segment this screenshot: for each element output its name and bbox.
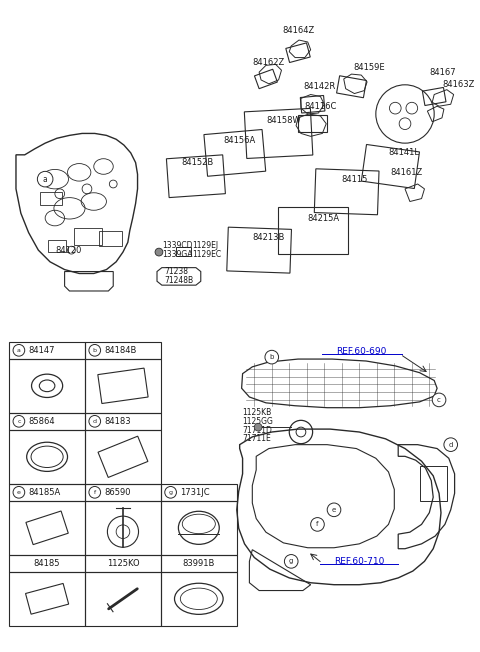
Text: b: b (93, 348, 97, 353)
Text: 84120: 84120 (55, 246, 81, 255)
Circle shape (89, 344, 101, 356)
Bar (85, 359, 161, 413)
Bar (85, 484, 161, 501)
Text: 84159E: 84159E (353, 63, 385, 72)
Text: REF.60-710: REF.60-710 (334, 557, 384, 566)
Bar (9, 501, 85, 555)
Text: 1125GG: 1125GG (242, 417, 274, 426)
Bar (161, 572, 237, 625)
Bar (85, 555, 161, 572)
Bar (177, 247, 191, 256)
Circle shape (89, 486, 101, 498)
Bar (85, 413, 161, 430)
Circle shape (327, 503, 341, 516)
Text: 84215A: 84215A (308, 214, 340, 222)
Circle shape (37, 171, 53, 187)
Text: 84185A: 84185A (29, 488, 61, 497)
Bar (85, 501, 161, 555)
Text: 84156A: 84156A (223, 136, 255, 145)
Text: 84115: 84115 (342, 175, 368, 184)
Bar (9, 572, 85, 625)
Circle shape (285, 555, 298, 568)
Text: 86590: 86590 (105, 488, 131, 497)
Text: 84161Z: 84161Z (390, 168, 423, 177)
Text: g: g (289, 558, 293, 565)
Bar (48, 241, 66, 252)
Circle shape (13, 415, 25, 427)
Text: 71238: 71238 (165, 267, 189, 276)
Circle shape (13, 344, 25, 356)
Text: 84116C: 84116C (305, 102, 337, 111)
Bar (9, 484, 85, 501)
Text: a: a (43, 175, 48, 184)
Text: e: e (332, 507, 336, 513)
Bar (85, 342, 161, 359)
Text: c: c (437, 397, 441, 403)
Bar (161, 484, 237, 501)
Circle shape (165, 486, 177, 498)
Text: g: g (168, 490, 173, 495)
Circle shape (311, 518, 324, 531)
Text: 1731JC: 1731JC (180, 488, 210, 497)
Text: e: e (17, 490, 21, 495)
Text: 84142R: 84142R (303, 82, 335, 91)
Text: REF.60-690: REF.60-690 (336, 347, 386, 356)
Circle shape (444, 438, 457, 451)
Text: 71711E: 71711E (242, 434, 271, 443)
Text: 84162Z: 84162Z (252, 58, 285, 67)
Text: 84185: 84185 (34, 559, 60, 568)
Circle shape (432, 393, 446, 407)
Text: 71711D: 71711D (242, 426, 273, 435)
Text: 1125KB: 1125KB (242, 408, 272, 417)
Text: 83991B: 83991B (182, 559, 215, 568)
Bar (9, 359, 85, 413)
Circle shape (155, 248, 163, 256)
Text: d: d (93, 419, 97, 424)
Bar (9, 413, 85, 430)
Circle shape (265, 350, 278, 364)
Text: b: b (270, 354, 274, 360)
Bar (9, 555, 85, 572)
Text: 84141L: 84141L (388, 149, 420, 157)
Text: c: c (17, 419, 21, 424)
Circle shape (89, 415, 101, 427)
Text: 1125KO: 1125KO (107, 559, 139, 568)
Bar (40, 192, 62, 205)
Text: 1339GA: 1339GA (162, 250, 192, 259)
Text: d: d (448, 441, 453, 448)
Bar (420, 466, 447, 501)
Bar (85, 572, 161, 625)
Text: f: f (94, 490, 96, 495)
Text: 84213B: 84213B (252, 233, 285, 242)
Text: a: a (17, 348, 21, 353)
Bar (9, 430, 85, 484)
Circle shape (254, 423, 262, 431)
Text: 84147: 84147 (29, 346, 55, 355)
Circle shape (13, 486, 25, 498)
Text: 84158W: 84158W (266, 116, 300, 125)
Text: 85864: 85864 (29, 417, 55, 426)
Bar (99, 231, 122, 246)
Text: 84152B: 84152B (181, 158, 214, 167)
Text: 1339CD: 1339CD (162, 241, 192, 250)
Text: 84167: 84167 (429, 68, 456, 77)
Text: f: f (316, 522, 319, 527)
Text: 71248B: 71248B (165, 276, 194, 285)
Bar (85, 430, 161, 484)
Bar (9, 342, 85, 359)
Bar (74, 228, 102, 245)
Text: 1129EJ: 1129EJ (192, 241, 218, 250)
Bar (161, 501, 237, 555)
Text: 1129EC: 1129EC (192, 250, 221, 259)
Text: 84163Z: 84163Z (442, 80, 474, 89)
Bar (161, 555, 237, 572)
Text: 84184B: 84184B (105, 346, 137, 355)
Text: 84183: 84183 (105, 417, 131, 426)
Text: 84164Z: 84164Z (282, 26, 314, 35)
